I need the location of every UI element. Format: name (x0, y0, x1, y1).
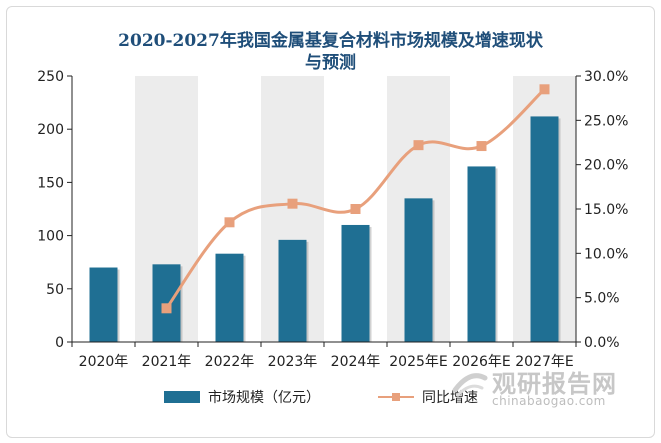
left-tick-label: 0 (55, 335, 64, 351)
watermark-logo-icon (452, 373, 488, 397)
growth-point (287, 198, 298, 209)
legend-bar-swatch (164, 391, 200, 403)
bar (152, 264, 181, 342)
x-tick-label: 2026年E (452, 354, 510, 370)
legend-line-label: 同比增速 (422, 390, 478, 406)
left-tick-label: 100 (37, 229, 64, 245)
growth-point (161, 303, 172, 314)
x-tick-label: 2022年 (205, 354, 255, 370)
right-tick-label: 30.0% (584, 69, 628, 85)
chart-title-line-1: 2020-2027年我国金属基复合材料市场规模及增速现状 (118, 31, 543, 51)
bar (89, 267, 118, 342)
right-tick-label: 0.0% (584, 335, 620, 351)
watermark-text-cn: 观研报告网 (492, 370, 617, 398)
growth-point (350, 204, 361, 214)
x-tick-label: 2021年 (142, 354, 192, 370)
chart-title: 2020-2027年我国金属基复合材料市场规模及增速现状 与预测 (0, 30, 661, 74)
left-tick-label: 250 (37, 69, 64, 85)
legend-bar-label: 市场规模（亿元） (208, 390, 320, 406)
right-tick-label: 10.0% (584, 246, 628, 262)
left-tick-label: 150 (37, 175, 64, 191)
x-axis-ticks: 2020年 2021年 2022年 2023年 2024年 2025年E 2026年E 202… (71, 342, 577, 370)
right-tick-label: 25.0% (584, 113, 628, 129)
bar (530, 116, 559, 342)
growth-point (476, 141, 487, 152)
left-axis-ticks: 0 50 100 150 200 250 (37, 69, 72, 351)
watermark: 观研报告网 chinabaogao.com (452, 364, 652, 410)
x-tick-label: 2027年E (515, 354, 573, 370)
right-tick-label: 20.0% (584, 158, 628, 174)
left-tick-label: 50 (46, 282, 64, 298)
line-series (161, 84, 550, 314)
bar (404, 198, 433, 342)
watermark-text-en: chinabaogao.com (492, 394, 606, 408)
legend-line-swatch (378, 391, 414, 403)
growth-point (413, 140, 424, 151)
legend-item-bar: 市场规模（亿元） (134, 387, 320, 407)
x-tick-label: 2025年E (389, 354, 447, 370)
chart-title-line-2: 与预测 (305, 53, 356, 73)
bar-series (89, 116, 561, 342)
x-tick-label: 2024年 (331, 354, 381, 370)
bar (467, 166, 496, 342)
right-tick-label: 5.0% (584, 291, 620, 307)
right-axis-ticks: 0.0% 5.0% 10.0% 15.0% 20.0% 25.0% 30.0% (576, 69, 628, 351)
right-tick-label: 15.0% (584, 202, 628, 218)
x-tick-label: 2023年 (268, 354, 318, 370)
bar (215, 253, 244, 342)
growth-point (539, 84, 550, 95)
legend-item-line: 同比增速 (320, 387, 478, 407)
growth-point (224, 217, 235, 228)
bar (341, 224, 370, 342)
left-tick-label: 200 (37, 122, 64, 138)
legend-line-marker (392, 393, 400, 401)
bar (278, 239, 307, 342)
x-tick-label: 2020年 (79, 354, 129, 370)
